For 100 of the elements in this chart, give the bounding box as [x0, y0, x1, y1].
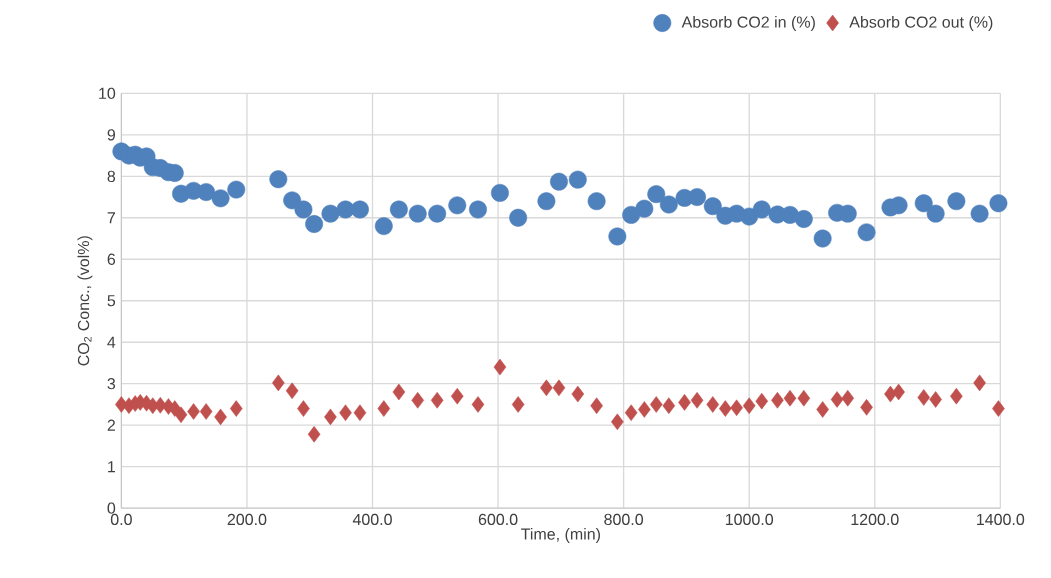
- point: [471, 396, 485, 413]
- point: [914, 194, 933, 213]
- x-tick-label: 600.0: [478, 514, 518, 526]
- point: [448, 196, 467, 215]
- point: [917, 389, 930, 406]
- point: [703, 197, 722, 216]
- y-tick-label: 5: [107, 295, 116, 307]
- point: [638, 401, 651, 418]
- point: [568, 170, 587, 189]
- y-tick-label: 0: [107, 502, 116, 515]
- point: [297, 400, 310, 418]
- point: [199, 403, 213, 421]
- point: [730, 399, 743, 417]
- y-tick-label: 7: [107, 212, 115, 224]
- point: [813, 229, 832, 248]
- point: [755, 393, 769, 410]
- point: [272, 374, 285, 392]
- point: [351, 200, 369, 219]
- point: [624, 404, 638, 422]
- point: [469, 200, 487, 219]
- x-axis-title: Time, (min): [521, 528, 600, 544]
- point: [989, 194, 1008, 213]
- point: [706, 396, 720, 413]
- point: [992, 400, 1005, 418]
- point: [509, 209, 528, 227]
- point: [211, 189, 230, 208]
- x-tick-label: 800.0: [604, 514, 644, 526]
- point: [647, 185, 666, 204]
- point: [537, 192, 556, 211]
- point: [187, 403, 200, 421]
- point: [552, 379, 566, 397]
- point: [324, 408, 337, 426]
- point: [197, 183, 216, 202]
- point: [450, 388, 464, 405]
- point: [622, 206, 641, 225]
- point: [688, 188, 707, 207]
- x-tick-label: 200.0: [227, 514, 267, 526]
- y-tick-label: 3: [107, 378, 116, 390]
- point: [174, 406, 188, 424]
- point: [321, 204, 340, 223]
- point: [783, 390, 797, 407]
- point: [590, 397, 603, 415]
- point: [230, 400, 243, 418]
- point: [285, 382, 299, 400]
- point: [540, 379, 553, 397]
- point: [408, 204, 427, 223]
- point: [411, 392, 424, 409]
- point: [611, 413, 624, 431]
- point: [608, 227, 627, 246]
- point: [678, 394, 691, 411]
- x-tick-label: 0.0: [110, 514, 132, 526]
- point: [389, 200, 408, 219]
- point: [491, 184, 509, 203]
- point: [336, 200, 355, 219]
- point: [816, 401, 829, 418]
- point: [970, 204, 989, 223]
- point: [571, 386, 585, 403]
- point: [719, 400, 732, 418]
- point: [587, 192, 606, 211]
- y-tick-label: 10: [99, 87, 116, 100]
- point: [973, 374, 986, 392]
- point: [740, 207, 759, 226]
- x-tick-label: 1200.0: [851, 514, 899, 526]
- point: [550, 173, 568, 191]
- point: [797, 390, 811, 407]
- point: [841, 390, 855, 407]
- point: [339, 404, 352, 422]
- point: [926, 204, 945, 223]
- y-tick-label: 8: [107, 170, 116, 183]
- point: [430, 392, 444, 409]
- point: [305, 215, 324, 234]
- point: [353, 404, 367, 422]
- point: [659, 195, 678, 214]
- x-tick-label: 1000.0: [725, 514, 774, 526]
- legend-label: Absorb CO2 in (%): [681, 16, 815, 32]
- point: [493, 359, 507, 376]
- y-tick-label: 6: [107, 253, 116, 266]
- x-tick-label: 1400.0: [977, 514, 1025, 526]
- point: [929, 391, 942, 408]
- point: [294, 200, 313, 219]
- point: [662, 397, 676, 415]
- point: [650, 396, 663, 413]
- point: [742, 397, 756, 415]
- y-tick-label: 1: [108, 461, 115, 473]
- point: [374, 217, 393, 236]
- point: [752, 200, 771, 219]
- point: [307, 426, 321, 443]
- point: [428, 204, 447, 223]
- point: [690, 392, 704, 409]
- point: [269, 170, 288, 189]
- point: [860, 399, 873, 416]
- point: [794, 210, 813, 229]
- point: [857, 223, 876, 242]
- y-tick-label: 4: [107, 336, 116, 348]
- point: [214, 408, 227, 426]
- x-tick-label: 400.0: [352, 514, 392, 526]
- point: [377, 400, 391, 418]
- y-tick-label: 2: [107, 419, 115, 432]
- point: [771, 392, 784, 409]
- point: [511, 396, 525, 413]
